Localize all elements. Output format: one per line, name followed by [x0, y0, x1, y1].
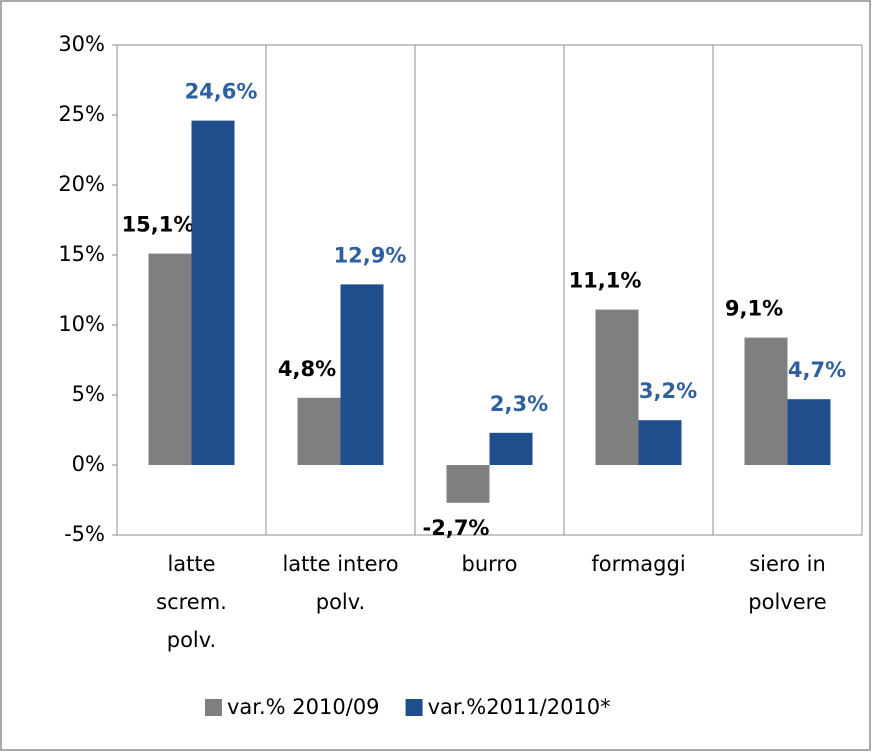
legend-label: var.%2011/2010* [428, 695, 611, 719]
data-label: 9,1% [725, 297, 783, 321]
bar [148, 253, 192, 465]
data-label: 4,8% [278, 357, 336, 381]
y-tick-label: 10% [58, 312, 105, 336]
data-label: -2,7% [423, 516, 490, 540]
y-tick-label: 20% [58, 172, 105, 196]
bar [744, 337, 788, 465]
y-tick-label: 25% [58, 102, 105, 126]
x-tick-label: burro [462, 552, 518, 576]
y-tick-label: -5% [64, 522, 105, 546]
x-tick-label: formaggi [591, 552, 685, 576]
bar [638, 420, 682, 465]
x-tick-label: siero in polvere [748, 552, 826, 614]
x-tick-label: latte screm. polv. [156, 552, 227, 652]
bar [787, 399, 831, 465]
bar [446, 465, 490, 503]
bar [191, 120, 235, 465]
y-tick-label: 30% [58, 32, 105, 56]
legend-swatch [205, 699, 222, 716]
data-label: 12,9% [334, 243, 407, 267]
bar [297, 397, 341, 465]
data-label: 11,1% [569, 269, 642, 293]
plot-area [116, 44, 863, 536]
data-label: 2,3% [490, 392, 548, 416]
legend-swatch [405, 699, 423, 716]
x-tick-label: latte intero polv. [282, 552, 398, 614]
bar [595, 309, 639, 465]
y-tick-label: 15% [58, 242, 105, 266]
bar [340, 284, 384, 465]
y-tick-label: 5% [72, 382, 105, 406]
data-label: 4,7% [788, 358, 846, 382]
data-label: 15,1% [122, 213, 195, 237]
data-label: 3,2% [639, 379, 697, 403]
legend-label: var.% 2010/09 [227, 695, 380, 719]
bar [489, 432, 533, 465]
data-label: 24,6% [185, 80, 258, 104]
y-tick-label: 0% [72, 452, 105, 476]
